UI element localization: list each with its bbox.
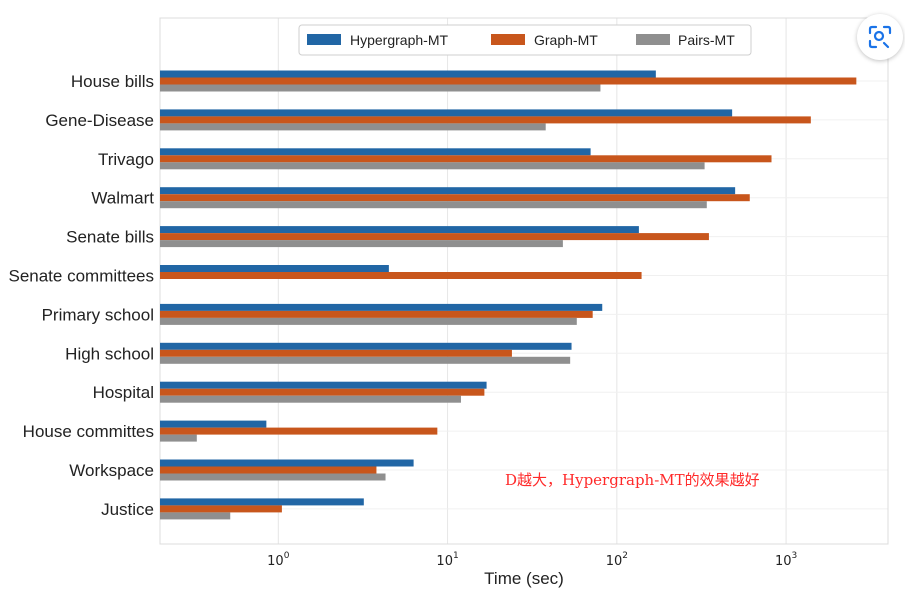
y-tick-label-house-committes: House committes [23,422,154,441]
y-axis-labels: House bills Gene-Disease Trivago Walmart Sen… [8,72,154,519]
bar-walmart-hypergraph-mt [160,187,736,195]
x-axis-label: Time (sec) [484,569,564,588]
bar-trivago-graph-mt [160,155,772,163]
plot-frame [159,17,889,545]
y-tick-label-high-school: High school [65,344,154,363]
bar-trivago-hypergraph-mt [160,148,591,156]
bar-gene-disease-hypergraph-mt [160,109,733,117]
bars-layer [160,70,857,520]
legend-label-graph-mt: Graph-MT [534,32,598,48]
bar-high-school-pairs-mt [160,356,571,364]
lens-scan-icon [868,25,892,49]
bar-workspace-pairs-mt [160,473,386,481]
legend: Hypergraph-MT Graph-MT Pairs-MT [298,24,752,56]
bar-workspace-graph-mt [160,466,377,474]
y-tick-label-hospital: Hospital [93,383,154,402]
bar-senate-bills-pairs-mt [160,240,563,248]
legend-swatch-hypergraph-mt [307,34,341,45]
bar-high-school-graph-mt [160,349,512,357]
bar-walmart-pairs-mt [160,201,707,209]
bar-house-committes-graph-mt [160,427,438,435]
x-axis-ticks: 100 101 102 103 [267,551,797,569]
y-tick-label-senate-committees: Senate committees [8,267,154,286]
bar-trivago-pairs-mt [160,162,705,170]
x-tick-label: 101 [436,551,458,569]
bar-senate-bills-hypergraph-mt [160,226,639,234]
bar-house-bills-hypergraph-mt [160,70,656,78]
bar-house-committes-hypergraph-mt [160,420,267,428]
bar-primary-school-graph-mt [160,310,593,318]
bar-senate-committees-hypergraph-mt [160,265,389,272]
bar-justice-hypergraph-mt [160,498,364,506]
bar-justice-graph-mt [160,505,282,513]
y-tick-label-gene-disease: Gene-Disease [45,111,154,130]
lens-scan-button[interactable] [857,14,903,60]
y-tick-label-walmart: Walmart [91,189,154,208]
bar-primary-school-pairs-mt [160,317,577,325]
bar-hospital-pairs-mt [160,395,461,403]
bar-hospital-hypergraph-mt [160,381,487,389]
bar-justice-pairs-mt [160,512,231,520]
bar-house-bills-graph-mt [160,77,857,85]
legend-swatch-graph-mt [491,34,525,45]
bar-house-committes-pairs-mt [160,434,197,442]
bar-house-bills-pairs-mt [160,84,601,92]
y-tick-label-trivago: Trivago [98,150,154,169]
y-tick-label-primary-school: Primary school [42,305,154,324]
bar-high-school-hypergraph-mt [160,342,572,350]
bar-gene-disease-graph-mt [160,116,811,124]
bar-hospital-graph-mt [160,388,485,396]
bar-workspace-hypergraph-mt [160,459,414,467]
legend-swatch-pairs-mt [636,34,670,45]
x-tick-label: 102 [606,551,628,569]
legend-label-hypergraph-mt: Hypergraph-MT [350,32,448,48]
bar-primary-school-hypergraph-mt [160,303,603,311]
y-tick-label-house-bills: House bills [71,72,154,91]
annotation-text: D越大，Hypergraph-MT的效果越好 [505,471,760,489]
bar-senate-committees-graph-mt [160,272,642,279]
x-tick-label: 100 [267,551,290,569]
y-tick-label-justice: Justice [101,500,154,519]
bar-gene-disease-pairs-mt [160,123,546,131]
y-tick-label-senate-bills: Senate bills [66,228,154,247]
bar-senate-bills-graph-mt [160,233,709,241]
legend-label-pairs-mt: Pairs-MT [678,32,735,48]
y-tick-label-workspace: Workspace [69,461,154,480]
bar-walmart-graph-mt [160,194,750,202]
x-tick-label: 103 [775,551,797,569]
